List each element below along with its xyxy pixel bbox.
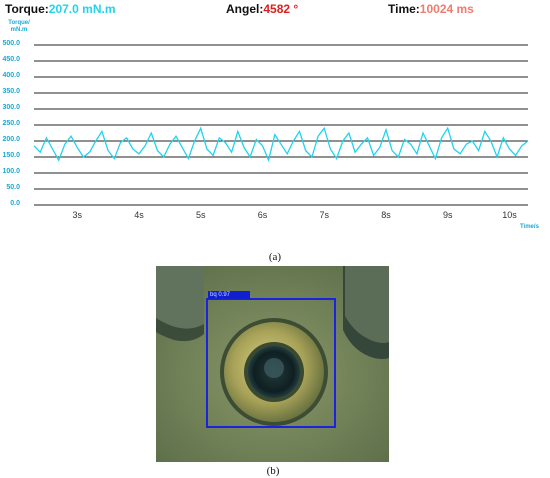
y-tick-label: 450.0 xyxy=(2,56,20,63)
y-tick-label: 150.0 xyxy=(2,152,20,159)
torque-label: Torque: xyxy=(5,2,49,16)
x-axis-label: Time/s xyxy=(520,224,539,230)
y-tick-label: 200.0 xyxy=(2,136,20,143)
time-value: 10024 ms xyxy=(419,2,474,16)
camera-image: bq 0.97 xyxy=(156,266,389,462)
y-tick-label: 50.0 xyxy=(6,184,20,191)
x-tick-label: 9s xyxy=(442,210,453,220)
angle-value: 4582 ° xyxy=(263,2,299,16)
detection-box xyxy=(206,298,336,428)
torque-series-line xyxy=(33,126,529,163)
x-tick-label: 5s xyxy=(195,210,206,220)
y-tick-label: 350.0 xyxy=(2,88,20,95)
torque-chart xyxy=(33,44,529,206)
x-tick-label: 6s xyxy=(257,210,268,220)
y-axis-label: Torque/ mN.m xyxy=(8,20,30,33)
x-tick-label: 7s xyxy=(319,210,329,220)
caption-a: (a) xyxy=(268,251,282,263)
y-tick-label: 500.0 xyxy=(2,40,20,47)
bearing-photo xyxy=(156,266,389,462)
angle-label: Angel: xyxy=(226,2,264,16)
y-tick-label: 300.0 xyxy=(2,104,20,111)
caption-b: (b) xyxy=(266,465,280,477)
x-tick-label: 8s xyxy=(381,210,391,220)
torque-value: 207.0 mN.m xyxy=(48,2,116,16)
y-tick-label: 400.0 xyxy=(2,72,20,79)
time-label: Time: xyxy=(388,2,420,16)
torque-readout: Torque:207.0 mN.m xyxy=(5,2,115,16)
y-tick-label: 0.0 xyxy=(10,200,20,207)
detection-label: bq 0.97 xyxy=(208,291,250,299)
time-readout: Time:10024 ms xyxy=(388,2,474,16)
x-tick-label: 3s xyxy=(72,210,82,220)
y-tick-label: 250.0 xyxy=(2,120,20,127)
x-tick-label: 4s xyxy=(134,210,144,220)
angle-readout: Angel:4582 ° xyxy=(226,2,298,16)
x-tick-label: 10s xyxy=(502,210,517,220)
y-tick-label: 100.0 xyxy=(2,168,20,175)
